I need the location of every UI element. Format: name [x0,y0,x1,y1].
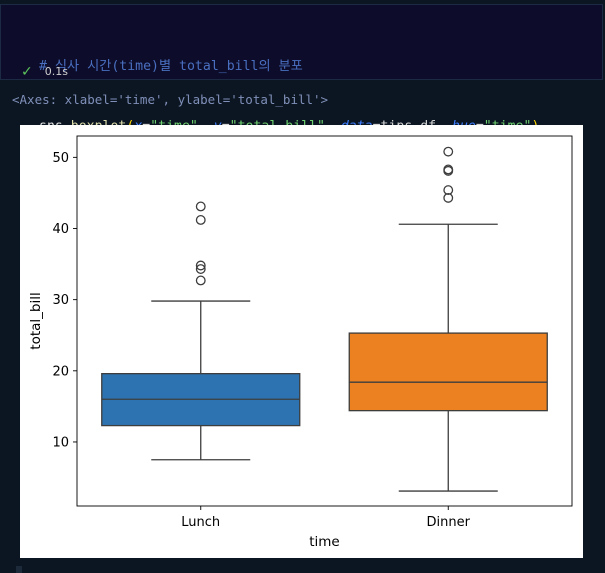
y-tick-label: 20 [52,364,69,379]
y-tick-label: 40 [52,222,69,237]
plot-frame [76,135,573,507]
outlier-point [443,185,454,196]
box-dinner [348,332,548,412]
y-axis-label: total_bill [28,292,44,349]
outlier-point [195,275,206,286]
y-tick-label: 50 [52,151,69,166]
execution-status: ✓ 0.1s [21,63,68,80]
outlier-point [195,201,206,212]
x-tick-label: Dinner [427,515,471,530]
x-tick-label: Lunch [181,515,220,530]
output-text: <Axes: xlabel='time', ylabel='total_bill… [12,92,329,107]
outlier-point [443,146,454,157]
outlier-point [195,260,206,271]
x-axis-label: time [309,534,340,550]
outlier-point [443,164,454,175]
y-tick-label: 10 [52,435,69,450]
code-comment: # 식사 시간(time)별 total_bill의 분포 [39,59,303,74]
outlier-point [443,192,454,203]
outlier-point [195,215,206,225]
y-tick-label: 30 [52,293,69,308]
boxplot-chart: 10 20 30 40 50 Lunch Dinner time total_bill [28,135,573,550]
plot-figure: 10 20 30 40 50 Lunch Dinner time total_bill [20,125,583,558]
check-icon: ✓ [21,63,33,80]
code-cell[interactable]: # 식사 시간(time)별 total_bill의 분포 sns.boxplo… [0,4,603,134]
scroll-handle[interactable] [16,566,22,573]
execution-time: 0.1s [44,65,68,78]
outlier-point [195,264,206,275]
